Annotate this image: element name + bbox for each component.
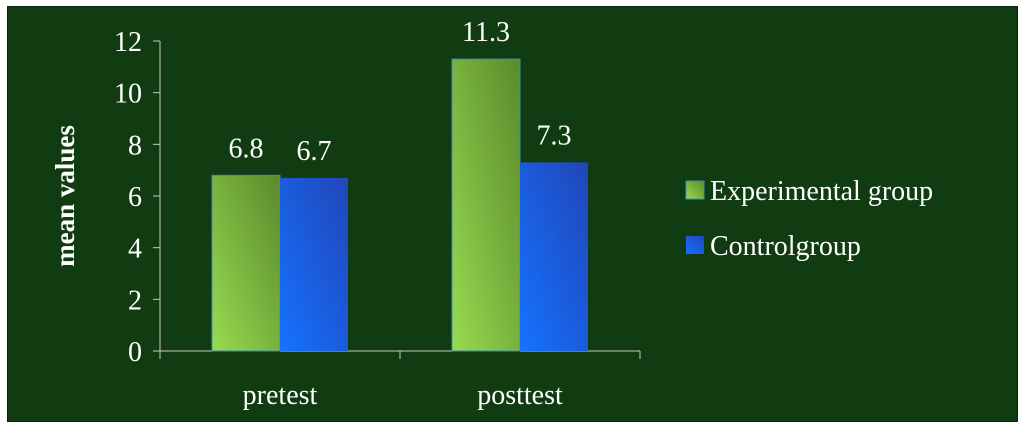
y-tick-label: 8: [128, 130, 142, 161]
y-axis-title: mean values: [50, 125, 80, 267]
legend-label: Experimental group: [710, 176, 933, 207]
data-label: 6.7: [297, 136, 332, 167]
legend-swatch: [686, 236, 704, 254]
legend-label: Controlgroup: [710, 231, 861, 262]
bar: [280, 177, 348, 351]
y-tick-label: 0: [128, 337, 142, 368]
y-tick-label: 10: [114, 79, 142, 110]
x-tick-label: posttest: [477, 380, 563, 411]
y-tick-label: 6: [128, 182, 142, 213]
data-label: 7.3: [537, 120, 572, 151]
y-tick-label: 12: [114, 27, 142, 58]
y-tick-label: 4: [128, 234, 142, 265]
data-label: 11.3: [462, 17, 510, 48]
data-label: 6.8: [229, 133, 264, 164]
bar: [451, 58, 521, 352]
y-tick-label: 2: [128, 285, 142, 316]
legend-swatch: [685, 180, 705, 200]
x-tick-label: pretest: [243, 380, 318, 411]
bar: [211, 174, 281, 352]
bar: [520, 162, 588, 351]
